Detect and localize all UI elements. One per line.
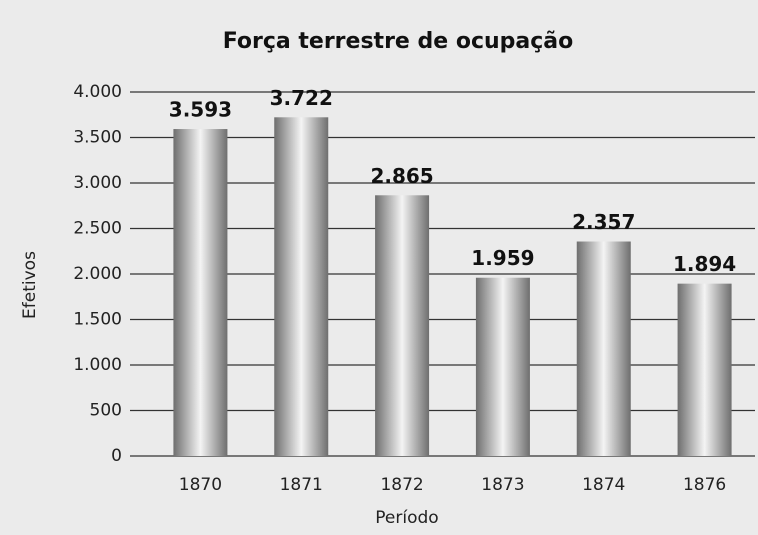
y-tick-label: 1.500: [73, 310, 122, 330]
y-tick-label: 3.000: [73, 173, 122, 193]
x-tick-label: 1876: [683, 475, 726, 495]
value-label: 2.357: [572, 210, 635, 234]
y-tick-label: 1.000: [73, 355, 122, 375]
y-tick-label: 3.500: [73, 128, 122, 148]
bar: [677, 283, 732, 456]
chart-title: Força terrestre de ocupação: [223, 29, 574, 54]
value-label: 1.894: [673, 252, 736, 276]
x-axis-label: Período: [375, 508, 438, 528]
bar: [375, 195, 430, 456]
y-tick-label: 500: [90, 401, 122, 421]
x-tick-label: 1871: [280, 475, 323, 495]
y-tick-label: 4.000: [73, 82, 122, 102]
value-label: 1.959: [471, 246, 534, 270]
y-tick-label: 2.500: [73, 219, 122, 239]
value-label: 3.593: [169, 98, 232, 122]
y-tick-label: 0: [111, 446, 122, 466]
bar: [576, 241, 631, 456]
y-axis-label: Efetivos: [20, 251, 40, 319]
x-tick-label: 1873: [481, 475, 524, 495]
bar: [274, 117, 329, 456]
bar: [173, 129, 228, 457]
value-label: 2.865: [370, 164, 433, 188]
x-tick-label: 1874: [582, 475, 625, 495]
value-label: 3.722: [270, 86, 333, 110]
x-tick-label: 1872: [380, 475, 423, 495]
y-tick-label: 2.000: [73, 264, 122, 284]
x-tick-label: 1870: [179, 475, 222, 495]
bar: [475, 277, 530, 456]
